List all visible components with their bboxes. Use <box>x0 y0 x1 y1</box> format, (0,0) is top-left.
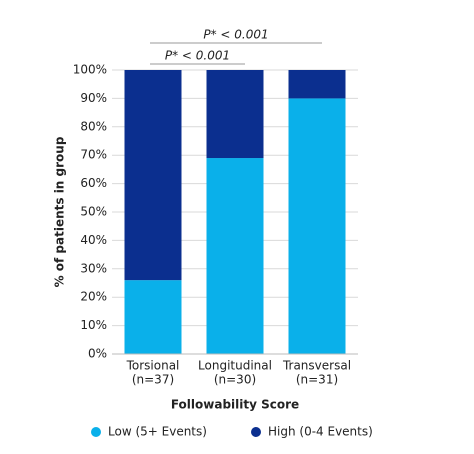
significance-label: P* < 0.001 <box>165 49 230 63</box>
x-axis-title: Followability Score <box>171 398 299 412</box>
x-tick-label: (n=30) <box>214 373 256 387</box>
x-tick-label: Transversal <box>282 359 351 373</box>
bar-segment <box>288 70 346 99</box>
y-tick-label: 20% <box>80 290 107 304</box>
y-tick-label: 10% <box>80 318 107 332</box>
bar-segment <box>206 70 264 159</box>
y-tick-label: 0% <box>88 347 107 361</box>
y-tick-label: 30% <box>80 261 107 275</box>
x-tick-label: Torsional <box>126 359 180 373</box>
y-tick-label: 90% <box>80 91 107 105</box>
legend-label: Low (5+ Events) <box>108 425 207 439</box>
y-tick-label: 100% <box>73 63 107 77</box>
legend-marker <box>251 427 261 437</box>
y-tick-label: 40% <box>80 233 107 247</box>
y-tick-label: 80% <box>80 119 107 133</box>
y-tick-label: 50% <box>80 205 107 219</box>
legend-label: High (0-4 Events) <box>268 425 373 439</box>
y-axis-title: % of patients in group <box>53 136 67 287</box>
x-tick-label: Longitudinal <box>198 359 272 373</box>
x-tick-label: (n=31) <box>296 373 338 387</box>
bar-segment <box>124 280 182 354</box>
bar-segment <box>288 98 346 355</box>
x-tick-label: (n=37) <box>132 373 174 387</box>
significance-label: P* < 0.001 <box>203 28 268 42</box>
bar-segment <box>124 70 182 281</box>
y-tick-label: 60% <box>80 176 107 190</box>
y-tick-label: 70% <box>80 148 107 162</box>
legend-marker <box>91 427 101 437</box>
bar-segment <box>206 158 264 354</box>
